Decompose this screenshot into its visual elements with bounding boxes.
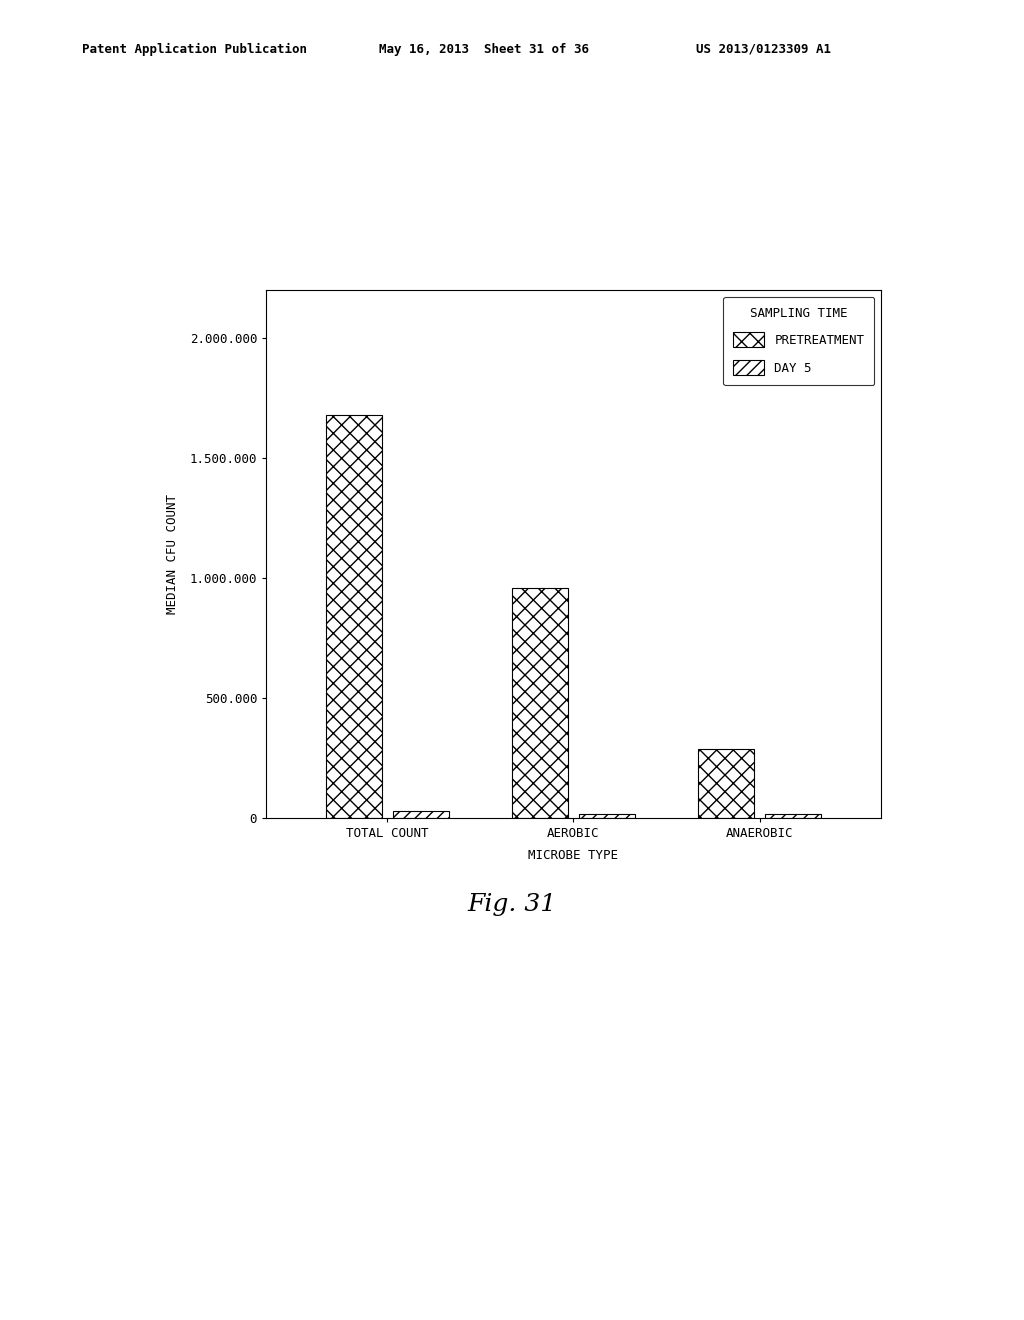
Text: May 16, 2013  Sheet 31 of 36: May 16, 2013 Sheet 31 of 36	[379, 42, 589, 55]
Bar	[579, 813, 635, 818]
Bar	[393, 812, 449, 818]
Bar	[512, 587, 568, 818]
Y-axis label: MEDIAN CFU COUNT: MEDIAN CFU COUNT	[166, 495, 178, 614]
Text: US 2013/0123309 A1: US 2013/0123309 A1	[696, 42, 831, 55]
Text: Patent Application Publication: Patent Application Publication	[82, 42, 307, 55]
X-axis label: MICROBE TYPE: MICROBE TYPE	[528, 849, 618, 862]
Legend: PRETREATMENT, DAY 5: PRETREATMENT, DAY 5	[723, 297, 874, 385]
Bar	[698, 748, 754, 818]
Bar	[326, 416, 382, 818]
Bar	[765, 813, 821, 818]
Text: Fig. 31: Fig. 31	[467, 892, 557, 916]
